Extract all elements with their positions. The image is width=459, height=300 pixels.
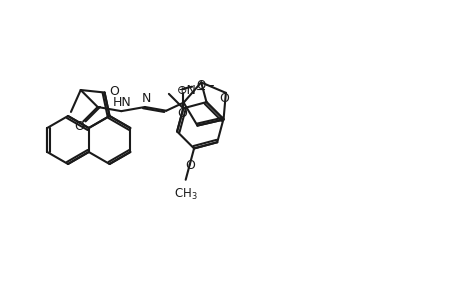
Text: CH$_3$: CH$_3$	[174, 187, 197, 202]
Text: O: O	[74, 120, 84, 133]
Text: O−: O−	[196, 79, 215, 92]
Text: HN: HN	[113, 96, 131, 109]
Text: ⊕N−: ⊕N−	[177, 84, 207, 98]
Text: O: O	[177, 106, 186, 120]
Text: O: O	[109, 85, 119, 98]
Text: N: N	[141, 92, 150, 106]
Text: O: O	[218, 92, 228, 105]
Text: O: O	[185, 159, 194, 172]
